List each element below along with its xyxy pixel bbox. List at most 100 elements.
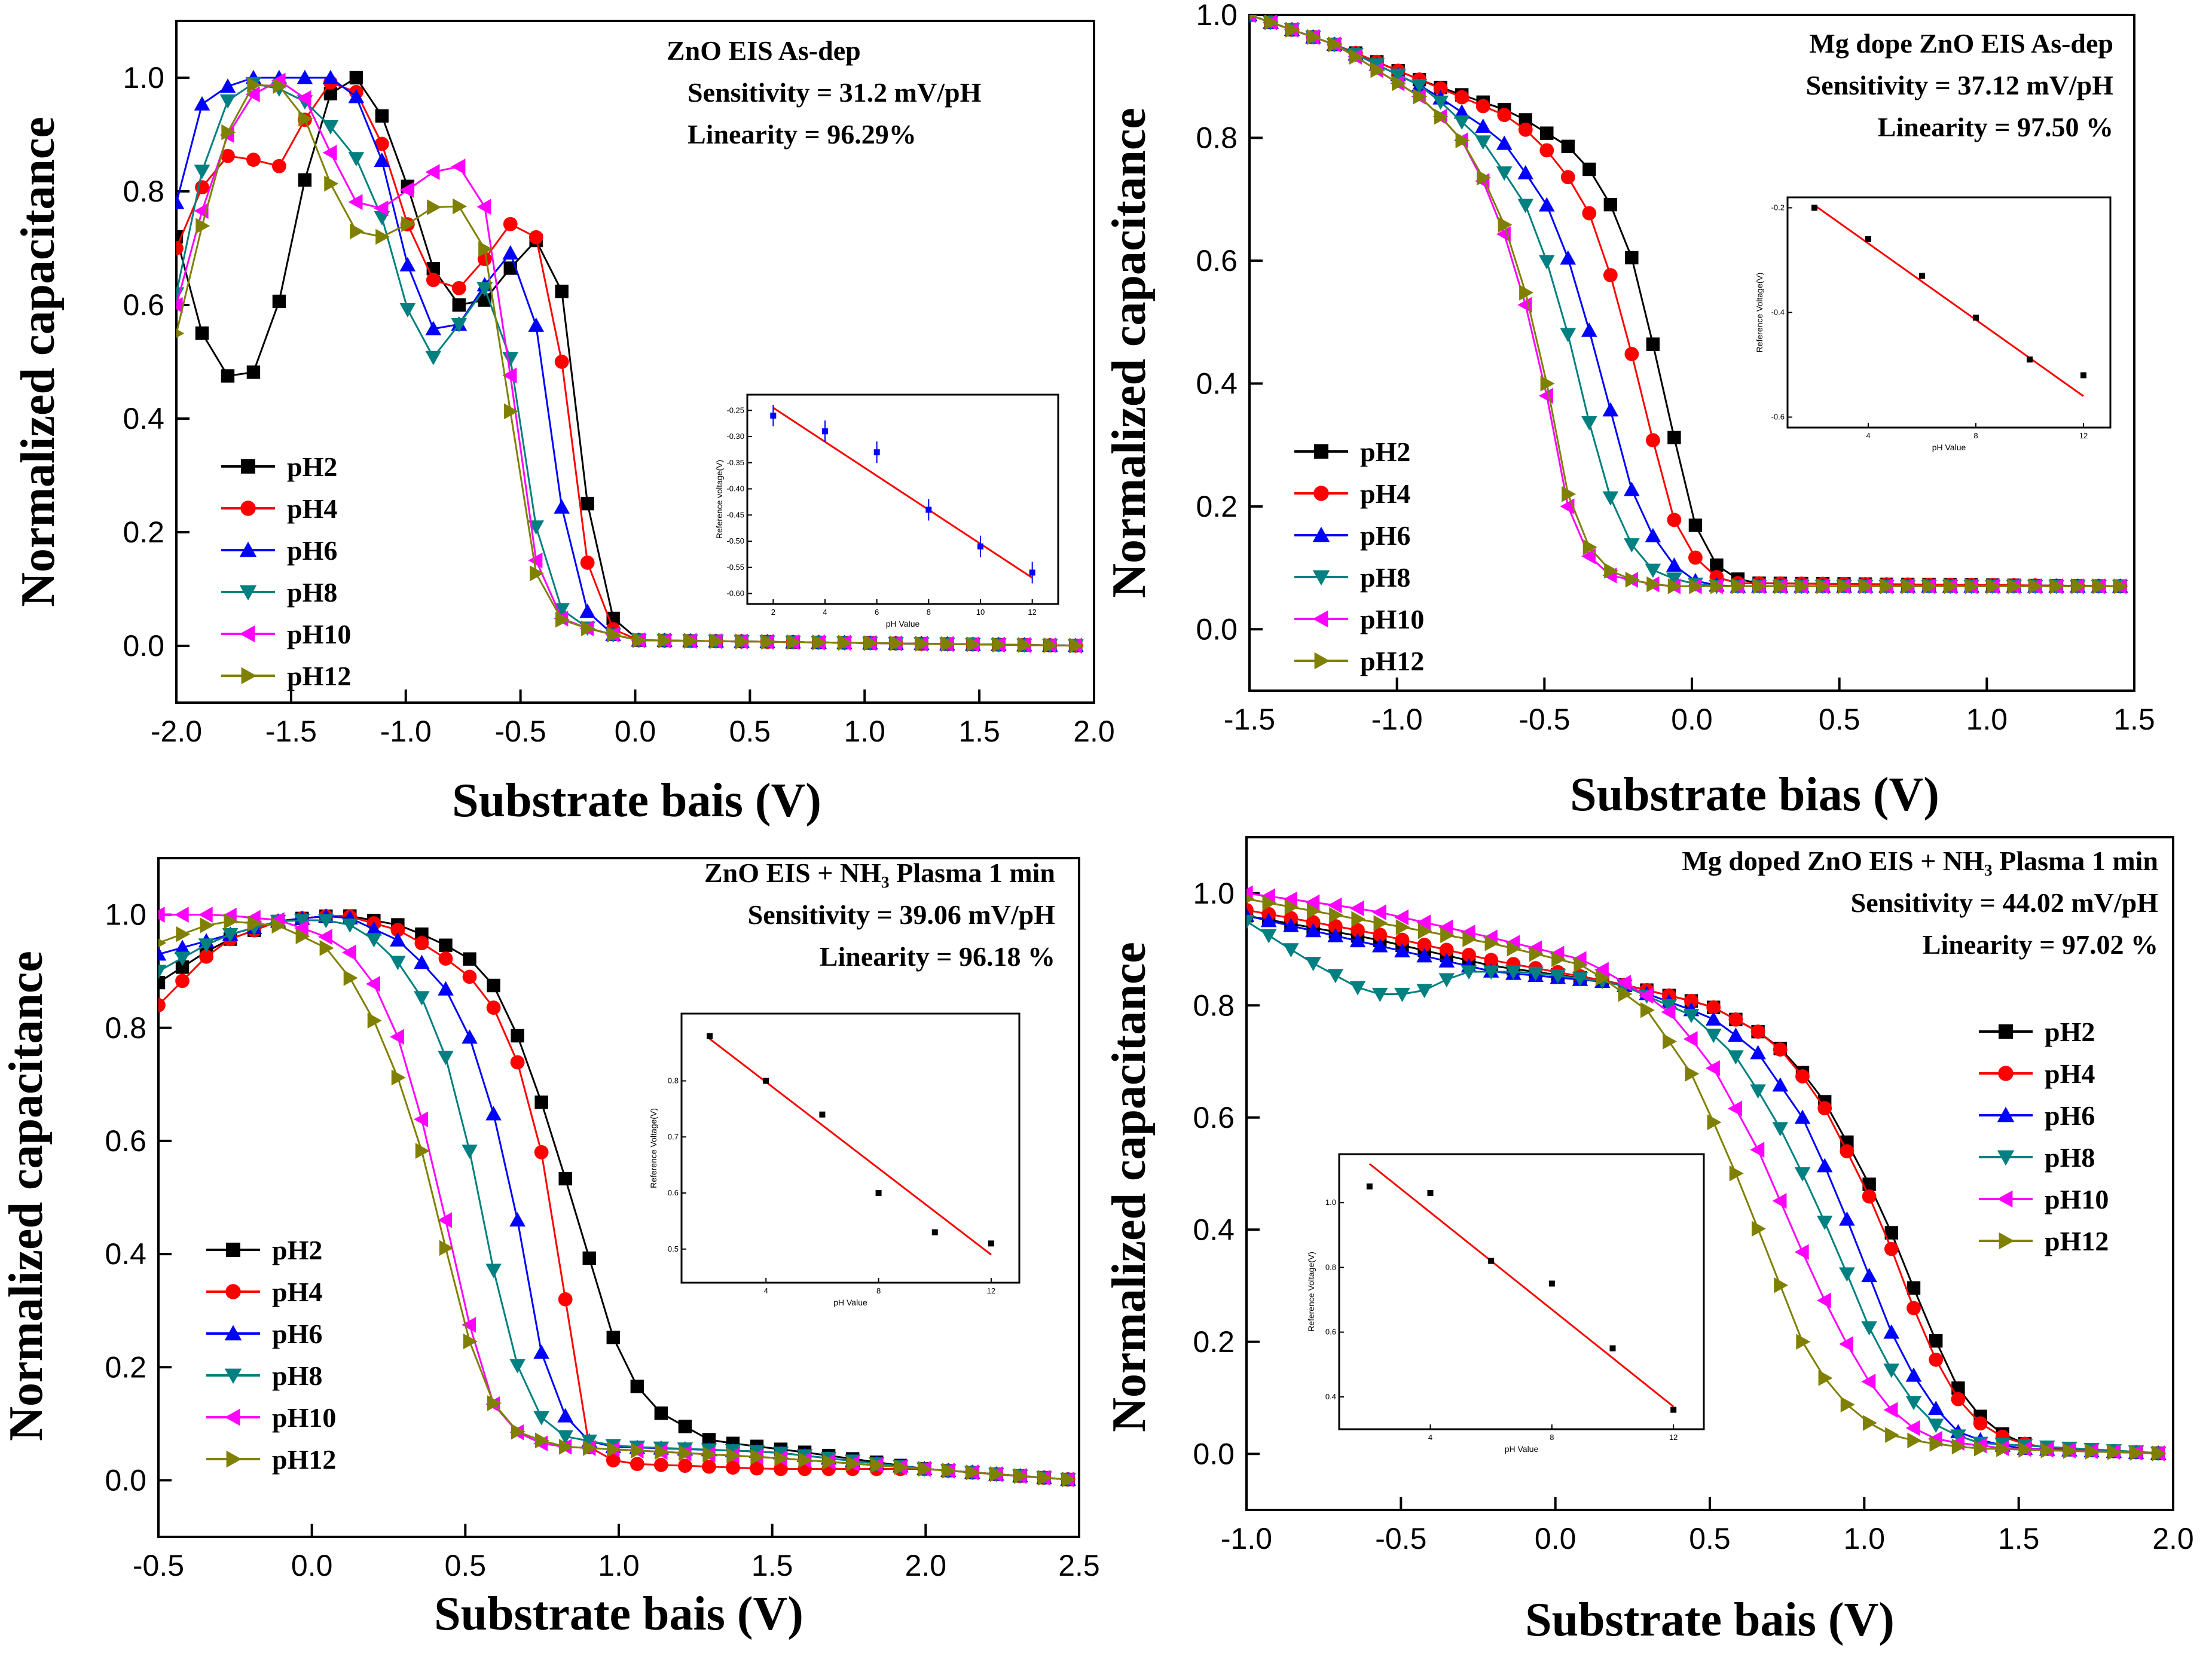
- data-point: [502, 367, 517, 384]
- data-point: [462, 1317, 476, 1333]
- data-point: [503, 216, 518, 231]
- data-point: [1438, 973, 1455, 988]
- data-point: [1929, 1436, 1944, 1452]
- data-point: [399, 257, 416, 271]
- inset-y-tick-label: -0.30: [726, 432, 744, 441]
- y-tick-label: 0.2: [1196, 490, 1238, 523]
- data-point: [1923, 578, 1937, 594]
- annotation-sensitivity: Sensitivity = 37.12 mV/pH: [1806, 70, 2114, 100]
- data-point: [1705, 1011, 1722, 1026]
- data-point: [390, 932, 406, 947]
- data-point: [1517, 199, 1534, 213]
- legend-item-pH10: pH10: [1294, 604, 1424, 634]
- legend-label: pH10: [1360, 604, 1424, 634]
- data-point: [530, 565, 545, 582]
- chart-panel-1: -2.0 -1.5 -1.0 -0.5 0.0 0.5 1.0 1.5 2.0 0.0 0.2 0.4…: [12, 20, 1115, 827]
- annotation-linearity: Linearity = 97.02 %: [1923, 929, 2158, 960]
- data-point: [1646, 337, 1660, 351]
- data-point: [653, 1457, 668, 1472]
- data-point: [535, 1432, 549, 1449]
- data-point: [221, 369, 235, 383]
- data-point: [1483, 965, 1499, 980]
- data-point: [348, 89, 365, 103]
- data-point: [401, 216, 416, 233]
- data-point: [245, 86, 260, 103]
- inset-data-point: [822, 428, 828, 435]
- data-point: [1351, 911, 1366, 927]
- data-point: [1666, 557, 1682, 572]
- data-point: [2028, 578, 2043, 594]
- y-tick-label: 0.4: [1196, 367, 1238, 400]
- y-tick-label: 1.0: [1196, 0, 1238, 32]
- legend-label: pH10: [2045, 1184, 2109, 1215]
- data-point: [1371, 987, 1388, 1002]
- data-point: [221, 124, 236, 141]
- data-point: [1496, 135, 1513, 150]
- data-point: [1603, 268, 1618, 283]
- data-point: [1666, 572, 1682, 587]
- data-point: [1728, 1100, 1743, 1117]
- annotation-sensitivity: Sensitivity = 31.2 mV/pH: [688, 77, 982, 108]
- data-point: [1416, 984, 1432, 999]
- inset-fit-line: [709, 1038, 992, 1256]
- data-point: [198, 907, 213, 923]
- data-point: [1416, 948, 1432, 963]
- data-point: [273, 78, 288, 94]
- legend-label: pH12: [287, 661, 351, 691]
- data-point: [1262, 895, 1277, 911]
- data-point: [1432, 95, 1449, 110]
- inset-x-tick-label: 10: [976, 608, 985, 617]
- legend-marker: [1312, 526, 1330, 542]
- data-point: [438, 1051, 454, 1066]
- legend-item-pH10: pH10: [206, 1402, 336, 1433]
- data-point: [1246, 894, 1255, 904]
- legend-item-pH2: pH2: [206, 1235, 322, 1265]
- data-point: [502, 352, 519, 367]
- inset-data-point: [1811, 205, 1817, 211]
- annotation-linearity: Linearity = 96.29%: [688, 119, 916, 149]
- inset-data-point: [707, 1033, 713, 1039]
- data-point: [702, 1459, 716, 1474]
- annotation-title: Mg doped ZnO EIS + NH₃ Plasma 1 min: [1682, 846, 2158, 876]
- inset-y-tick-label: 0.4: [1325, 1392, 1336, 1401]
- x-tick-label: -0.5: [1519, 703, 1570, 736]
- data-point: [1260, 913, 1277, 927]
- data-point: [322, 120, 339, 135]
- data-point: [750, 1448, 765, 1465]
- data-point: [1907, 1432, 1922, 1449]
- legend-label: pH2: [287, 451, 337, 482]
- data-point: [438, 981, 454, 996]
- data-point: [735, 633, 750, 650]
- data-point: [224, 913, 239, 929]
- data-point: [1394, 943, 1410, 957]
- y-tick-label: 0.0: [105, 1463, 146, 1497]
- data-point: [1750, 1024, 1765, 1039]
- y-tick-label: 0.0: [1196, 612, 1238, 646]
- data-point: [248, 916, 262, 932]
- data-point: [375, 109, 389, 123]
- data-point: [1462, 947, 1476, 962]
- data-point: [1581, 322, 1597, 337]
- data-point: [342, 944, 356, 961]
- data-point: [1581, 548, 1596, 565]
- data-point: [1624, 347, 1639, 361]
- data-point: [1394, 909, 1409, 926]
- data-point: [1283, 943, 1299, 958]
- inset-x-tick-label: 12: [2079, 431, 2088, 440]
- data-point: [2040, 1442, 2055, 1459]
- inset-data-point: [875, 1190, 882, 1196]
- data-point: [1710, 558, 1724, 572]
- data-point: [633, 632, 647, 648]
- y-tick-label: 0.0: [123, 629, 164, 663]
- data-point: [726, 1460, 740, 1475]
- y-tick-label: 0.4: [105, 1237, 146, 1271]
- inset-data-point: [1609, 1345, 1616, 1351]
- data-point: [915, 636, 930, 652]
- legend-label: pH10: [272, 1402, 336, 1433]
- legend-marker: [1314, 444, 1328, 459]
- inset-x-tick-label: 4: [823, 608, 827, 617]
- data-point: [319, 940, 334, 956]
- inset-y-tick-label: -0.60: [726, 589, 744, 598]
- inset-x-tick-label: 8: [927, 608, 931, 617]
- legend-marker: [239, 585, 257, 601]
